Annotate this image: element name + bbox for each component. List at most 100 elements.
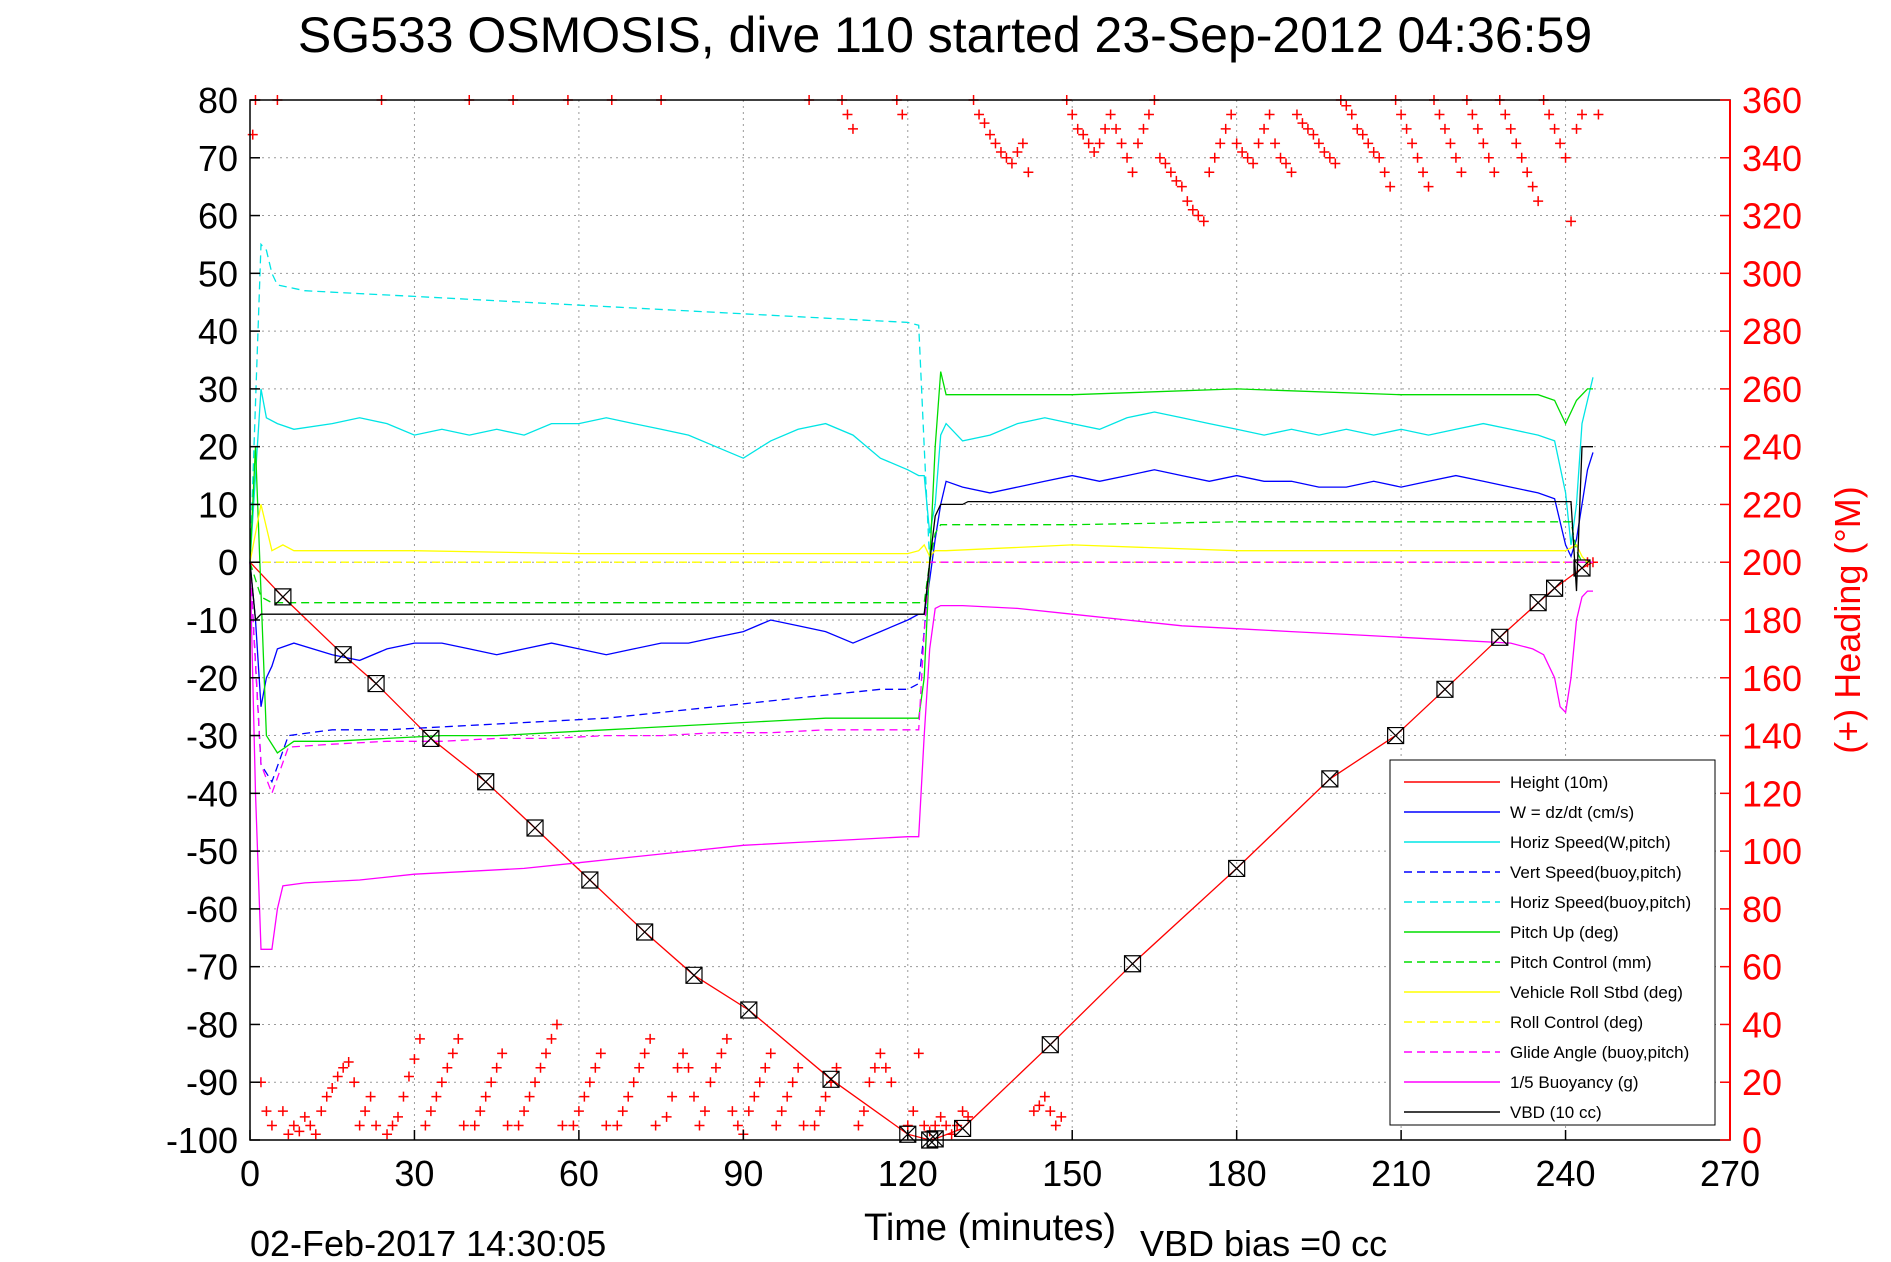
heading-point: [1072, 123, 1083, 134]
heading-point: [1527, 181, 1538, 192]
series-line-3: [249, 562, 931, 784]
heading-point: [1302, 123, 1313, 134]
heading-point: [776, 1106, 787, 1117]
y2-tick-label: 40: [1742, 1004, 1782, 1045]
legend-label: 1/5 Buoyancy (g): [1510, 1073, 1639, 1092]
height-marker: [334, 646, 352, 664]
heading-point: [699, 1106, 710, 1117]
heading-point: [1143, 109, 1154, 120]
height-marker: [636, 923, 654, 941]
heading-point: [414, 1033, 425, 1044]
legend-label: Glide Angle (buoy,pitch): [1510, 1043, 1689, 1062]
heading-point: [710, 1062, 721, 1073]
heading-point: [1313, 138, 1324, 149]
heading-point: [1357, 129, 1368, 140]
heading-point: [1439, 123, 1450, 134]
heading-point: [957, 1106, 968, 1117]
series-line-5: [249, 371, 1593, 754]
y-axis-left: 80 70 60 50 40 30 20 10 0 -10 -20 -30 -40 -50 -60 -70 -8…: [166, 80, 260, 1161]
height-marker: [477, 773, 495, 791]
heading-point: [1253, 138, 1264, 149]
heading-point: [458, 1120, 469, 1131]
heading-point: [365, 1091, 376, 1102]
heading-point: [1028, 1106, 1039, 1117]
heading-point: [1555, 138, 1566, 149]
heading-point: [1067, 109, 1078, 120]
heading-point: [634, 1062, 645, 1073]
height-marker: [1123, 955, 1142, 973]
heading-point: [1045, 1106, 1056, 1117]
heading-point: [420, 1120, 431, 1131]
y2-tick-label: 80: [1742, 889, 1782, 930]
y-tick-label: 50: [198, 253, 238, 294]
heading-point: [1385, 181, 1396, 192]
heading-point: [1182, 196, 1193, 207]
heading-point: [760, 1062, 771, 1073]
y-tick-label: -10: [186, 600, 238, 641]
y-tick-label: 80: [198, 80, 238, 121]
heading-point: [573, 1106, 584, 1117]
heading-point: [1078, 129, 1089, 140]
heading-point: [1571, 123, 1582, 134]
heading-point: [1165, 167, 1176, 178]
heading-point: [1566, 216, 1577, 227]
heading-point: [277, 1106, 288, 1117]
heading-point: [1516, 152, 1527, 163]
heading-point: [1560, 152, 1571, 163]
heading-point: [316, 1106, 327, 1117]
heading-point: [661, 1111, 672, 1122]
heading-point: [672, 1062, 683, 1073]
heading-point: [382, 1129, 393, 1140]
legend-label: Pitch Control (mm): [1510, 953, 1652, 972]
footer-timestamp: 02-Feb-2017 14:30:05: [250, 1223, 606, 1262]
heading-point: [1215, 138, 1226, 149]
heading-point: [623, 1091, 634, 1102]
heading-point: [754, 1077, 765, 1088]
heading-point: [1089, 147, 1100, 157]
heading-point: [321, 1091, 332, 1102]
heading-point: [919, 1120, 930, 1131]
heading-point: [1505, 123, 1516, 134]
heading-point: [425, 1106, 436, 1117]
y-tick-label: 60: [198, 196, 238, 237]
heading-point: [1396, 109, 1407, 120]
heading-point: [601, 1120, 612, 1131]
heading-point: [1122, 152, 1133, 163]
y2-tick-label: 100: [1742, 831, 1802, 872]
y2-tick-label: 0: [1742, 1120, 1762, 1161]
heading-point: [1006, 158, 1017, 169]
heading-point: [568, 1120, 579, 1131]
y-tick-label: -100: [166, 1120, 238, 1161]
series-line-9: [249, 561, 1593, 796]
y2-tick-label: 360: [1742, 80, 1802, 121]
heading-point: [530, 1077, 541, 1088]
height-marker: [1491, 628, 1509, 646]
height-marker: [1321, 770, 1339, 788]
grid: [249, 99, 1731, 1141]
y-tick-label: 40: [198, 311, 238, 352]
height-marker: [1436, 680, 1454, 698]
heading-point: [1226, 109, 1237, 120]
heading-point: [1472, 123, 1483, 134]
heading-point: [612, 1120, 623, 1131]
heading-point: [1346, 109, 1357, 120]
heading-point: [266, 1120, 277, 1131]
y-tick-label: 0: [218, 542, 238, 583]
heading-point: [294, 1126, 305, 1137]
heading-point: [393, 1111, 403, 1122]
y-tick-label: -20: [186, 658, 238, 699]
legend-label: Vert Speed(buoy,pitch): [1510, 863, 1682, 882]
heading-point: [497, 1048, 508, 1059]
y-tick-label: -50: [186, 831, 238, 872]
y2-tick-label: 180: [1742, 600, 1802, 641]
y-tick-label: 10: [198, 484, 238, 525]
heading-point: [1116, 138, 1127, 149]
heading-point: [398, 1091, 409, 1102]
heading-point: [546, 1033, 557, 1044]
heading-point: [913, 1048, 924, 1059]
heading-point: [1577, 109, 1587, 120]
heading-point: [732, 1120, 743, 1131]
heading-point: [1248, 158, 1259, 169]
footer-vbd-bias: VBD bias =0 cc: [1140, 1223, 1387, 1262]
heading-point: [985, 129, 995, 140]
